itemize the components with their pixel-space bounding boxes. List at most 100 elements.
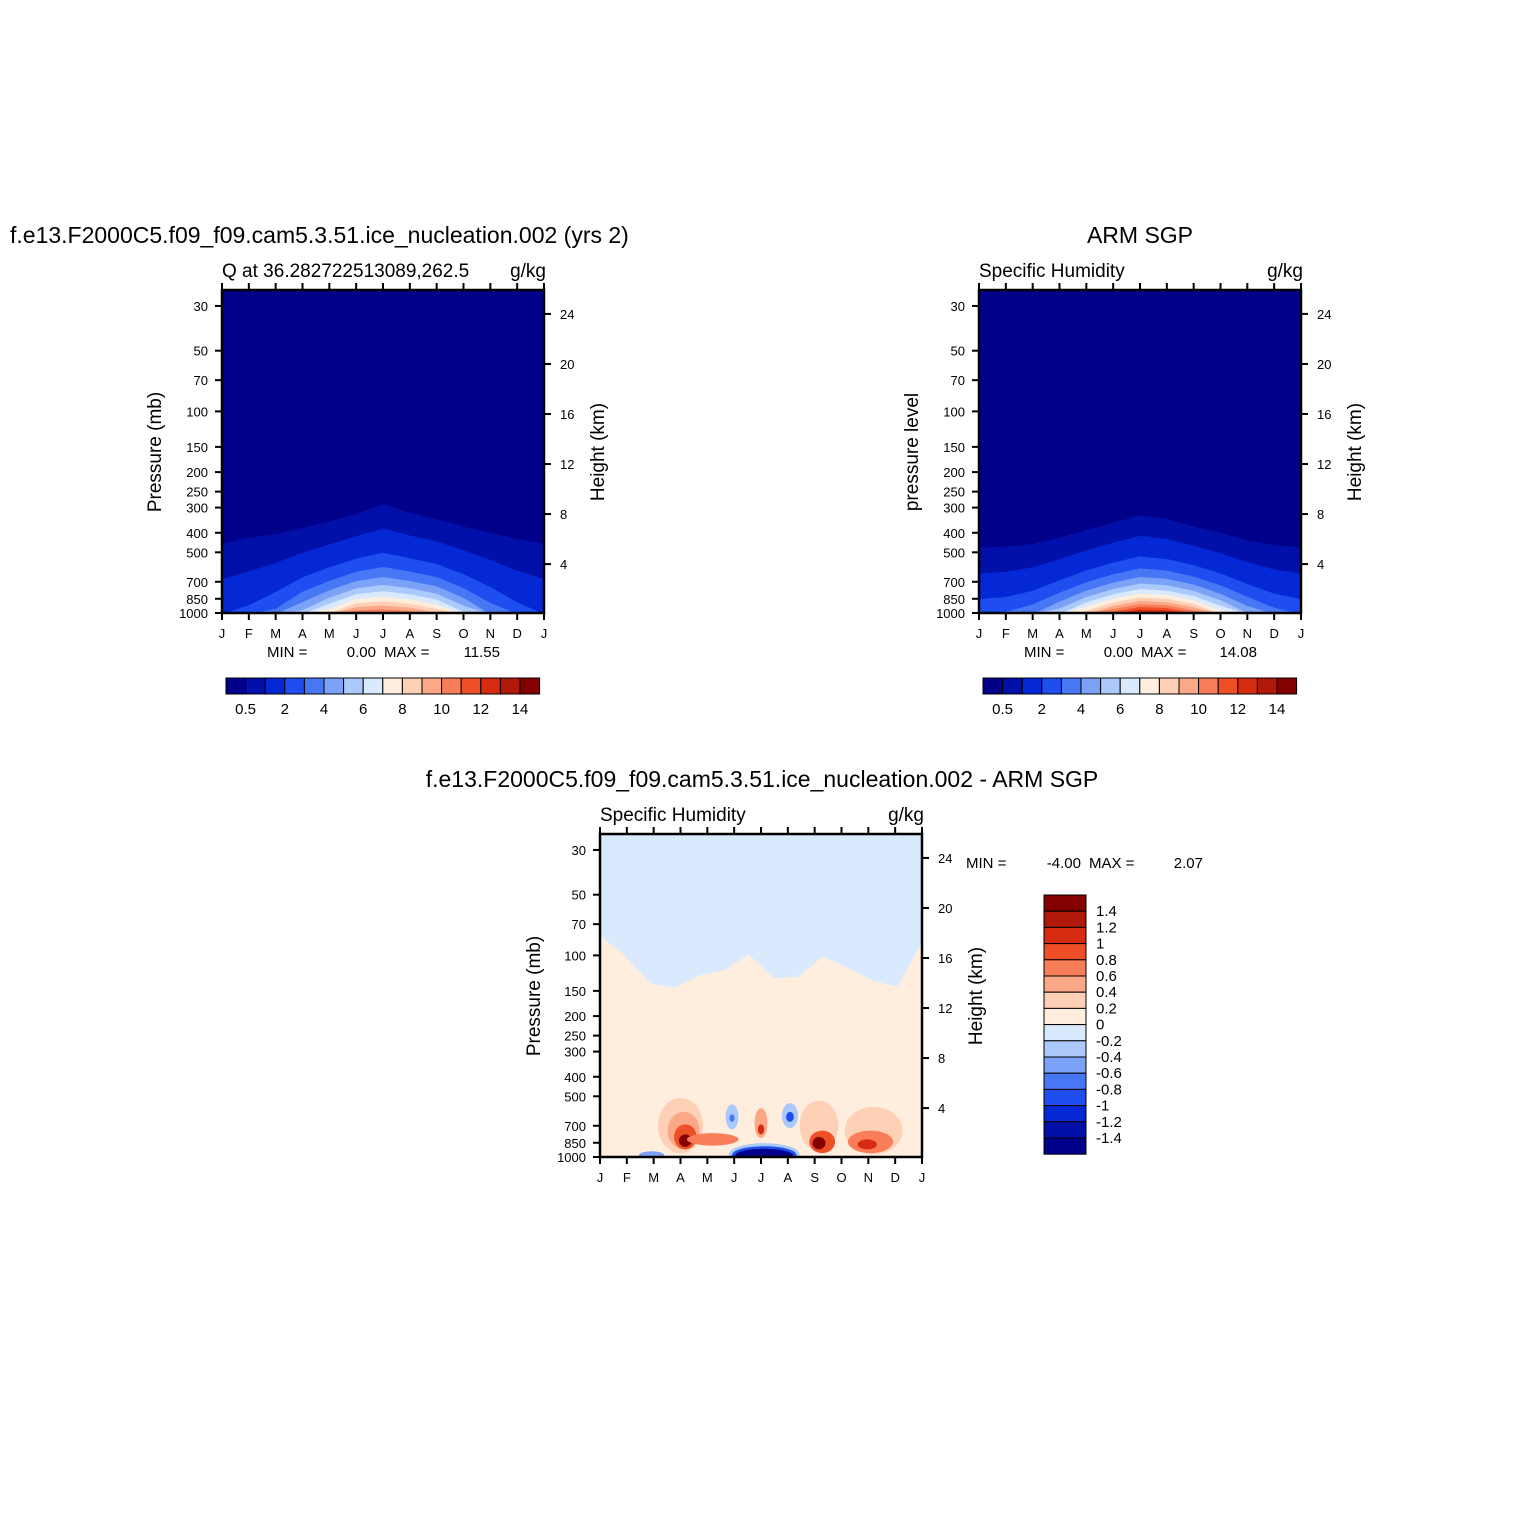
panel-model-subtitle: Q at 36.282722513089,262.5 [222,261,469,282]
panel-model-min-value: 0.00 [347,644,376,661]
colorbar-swatch [1043,1105,1087,1123]
panel-model-field [222,290,544,613]
x-tick-label: J [1298,626,1305,641]
colorbar-swatch [1043,894,1087,912]
colorbar-label: 1.2 [1096,919,1117,936]
colorbar-label: 4 [320,701,328,718]
y-right-tick-label: 4 [938,1101,945,1116]
colorbar-label: 2 [1038,701,1046,718]
panel-obs-colorbar: 0.5 2 4 6 8 10 12 14 [982,677,1298,718]
x-tick-label: J [219,626,226,641]
panel-diff-subtitle: Specific Humidity [600,805,746,826]
colorbar-label: -1.2 [1096,1114,1122,1131]
colorbar-label: 0.5 [235,701,256,718]
colorbar-swatch [441,677,462,695]
panel-model-units: g/kg [510,261,546,282]
colorbar-swatch [1043,975,1087,993]
x-tick-label: J [541,626,548,641]
colorbar-label: -0.6 [1096,1065,1122,1082]
colorbar-label: -1.4 [1096,1130,1122,1147]
x-tick-label: J [1137,626,1144,641]
x-tick-label: J [919,1170,926,1185]
colorbar-swatch [1002,677,1023,695]
colorbar-swatch [1060,677,1082,695]
y-tick-label: 50 [572,888,586,903]
colorbar-label: 1 [1096,936,1104,953]
colorbar-label: -0.2 [1096,1033,1122,1050]
colorbar-label: 12 [1229,701,1246,718]
x-tick-label: M [702,1170,713,1185]
contour-blob [686,1133,739,1146]
x-tick-label: D [890,1170,899,1185]
contour-blob-negative [638,1151,665,1157]
panel-diff-max-label: MAX = [1089,855,1135,872]
y-tick-label: 250 [943,485,965,500]
panel-obs-field [979,290,1301,613]
y-tick-label: 400 [943,526,965,541]
colorbar-swatch [1043,991,1087,1009]
colorbar-swatch [1158,677,1180,695]
contour-blob [812,1136,826,1150]
x-tick-label: A [1055,626,1064,641]
y-right-tick-label: 8 [560,507,567,522]
y-tick-label: 100 [186,404,208,419]
colorbar-swatch [1041,677,1062,695]
x-tick-label: J [380,626,387,641]
colorbar-swatch [1043,1007,1087,1026]
panel-obs-min-value: 0.00 [1104,644,1133,661]
x-tick-label: F [623,1170,631,1185]
y-tick-label: 70 [951,373,965,388]
x-tick-label: M [648,1170,659,1185]
colorbar-label: 1.4 [1096,903,1117,920]
panel-model: f.e13.F2000C5.f09_f09.cam5.3.51.ice_nucl… [10,222,629,718]
colorbar-swatch [382,677,403,695]
panel-model-ylabel: Pressure (mb) [145,392,166,512]
y-tick-label: 850 [564,1136,586,1151]
y-tick-label: 700 [186,575,208,590]
colorbar-label: 0.4 [1096,984,1117,1001]
y-right-tick-label: 20 [938,901,952,916]
y-tick-label: 100 [564,948,586,963]
colorbar-label: 14 [512,701,529,718]
colorbar-swatch [1178,677,1200,695]
colorbar-label: 2 [281,701,289,718]
panel-diff-max-value: 2.07 [1174,855,1203,872]
y-right-tick-label: 24 [938,851,952,866]
y-tick-label: 250 [564,1029,586,1044]
panel-obs-contours [979,515,1301,613]
x-tick-label: A [676,1170,685,1185]
colorbar-swatch [225,677,247,695]
x-tick-label: N [864,1170,873,1185]
y-tick-label: 50 [194,344,208,359]
colorbar-swatch [1043,1056,1087,1074]
panel-obs-title: ARM SGP [1087,222,1193,248]
colorbar-label: 14 [1269,701,1286,718]
panel-diff-title: f.e13.F2000C5.f09_f09.cam5.3.51.ice_nucl… [426,766,1099,792]
y-tick-label: 500 [186,545,208,560]
y-right-tick-label: 16 [560,407,574,422]
colorbar-swatch [1043,959,1087,977]
contour-blob-negative [729,1114,735,1122]
colorbar-label: 8 [1155,701,1163,718]
colorbar-swatch [982,677,1004,695]
colorbar-swatch [460,677,482,695]
x-tick-label: M [324,626,335,641]
colorbar-swatch [1043,1040,1087,1058]
y-tick-label: 850 [943,592,965,607]
panel-model-min-label: MIN = [267,644,308,661]
y-tick-label: 150 [564,984,586,999]
colorbar-swatch [1043,1072,1087,1090]
colorbar-swatch [362,677,384,695]
panel-diff-min-label: MIN = [966,855,1007,872]
colorbar-swatch [1021,677,1043,695]
colorbar-swatch [264,677,286,695]
y-tick-label: 300 [186,501,208,516]
y-tick-label: 100 [943,404,965,419]
panel-diff-contours [600,935,922,1157]
x-tick-label: A [1162,626,1171,641]
x-tick-label: J [731,1170,738,1185]
contour-blob [857,1139,877,1150]
panel-obs-ylabel: pressure level [902,393,923,511]
